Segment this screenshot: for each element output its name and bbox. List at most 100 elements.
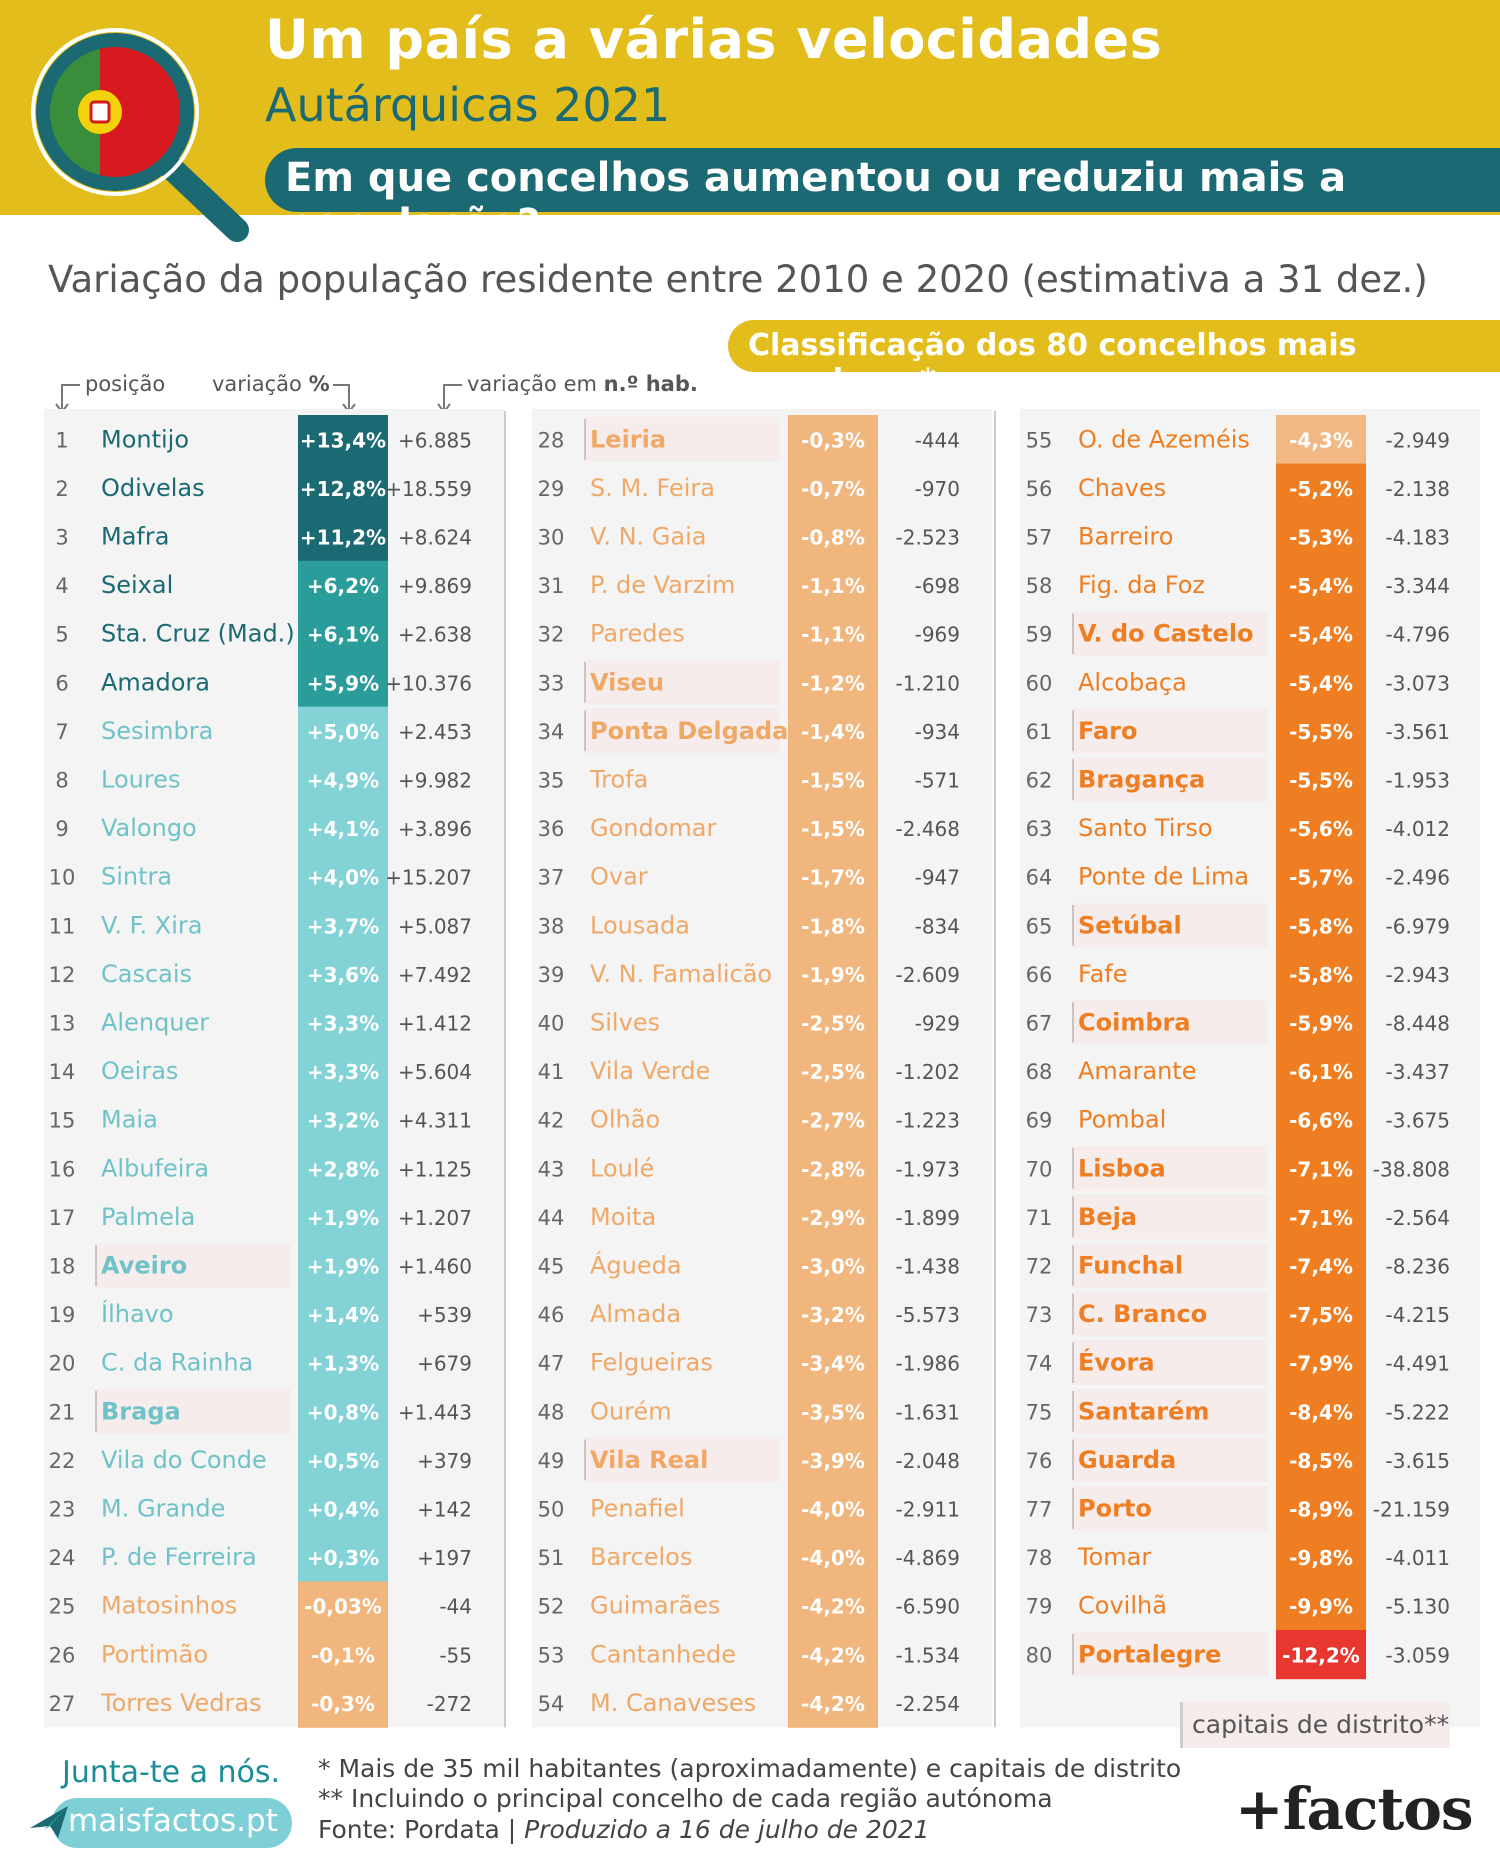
- pct-cell: [788, 706, 878, 756]
- concelho-name: Albufeira: [101, 1154, 209, 1182]
- concelho-name: Maia: [101, 1106, 158, 1134]
- rank-label: 6: [55, 671, 68, 695]
- pct-cell: [1276, 1630, 1366, 1680]
- abs-label: -1.210: [896, 671, 960, 695]
- rank-label: 69: [1026, 1109, 1053, 1133]
- site-link[interactable]: [52, 1798, 292, 1848]
- abs-label: -6.590: [896, 1595, 960, 1619]
- pct-cell: [298, 1678, 388, 1728]
- pct-cell: [788, 901, 878, 951]
- concelho-name: Ponte de Lima: [1078, 863, 1249, 891]
- pct-cell: [298, 1289, 388, 1339]
- pct-label: -5,6%: [1289, 817, 1353, 841]
- rank-label: 16: [49, 1157, 76, 1181]
- abs-label: -2.254: [896, 1692, 960, 1716]
- concelho-name: Sta. Cruz (Mad.): [101, 620, 295, 648]
- pct-label: -6,6%: [1289, 1109, 1353, 1133]
- pct-cell: [298, 1095, 388, 1145]
- concelho-name: Guimarães: [590, 1592, 720, 1620]
- pct-label: +2,8%: [307, 1157, 379, 1181]
- abs-label: -1.223: [896, 1109, 960, 1133]
- concelho-name: Palmela: [101, 1203, 195, 1231]
- concelho-name: Cantanhede: [590, 1640, 736, 1668]
- concelho-name: Vila Real: [590, 1446, 708, 1474]
- abs-label: -2.943: [1386, 963, 1450, 987]
- pct-cell: [298, 1144, 388, 1194]
- pct-label: +5,0%: [307, 720, 379, 744]
- concelho-name: Ovar: [590, 863, 648, 891]
- rank-label: 44: [538, 1206, 565, 1230]
- pct-label: -5,3%: [1289, 526, 1353, 550]
- pct-label: -3,9%: [801, 1449, 865, 1473]
- pct-cell: [298, 415, 388, 465]
- abs-label: +9.982: [398, 769, 472, 793]
- rank-label: 33: [538, 671, 565, 695]
- pct-cell: [298, 1338, 388, 1388]
- pct-cell: [1276, 949, 1366, 999]
- abs-label: -3.561: [1386, 720, 1450, 744]
- concelho-name: Alcobaça: [1078, 668, 1187, 696]
- pct-cell: [298, 949, 388, 999]
- pct-label: -1,9%: [801, 963, 865, 987]
- concelho-name: Valongo: [101, 814, 197, 842]
- pct-label: +3,2%: [307, 1109, 379, 1133]
- pct-label: +4,1%: [307, 817, 379, 841]
- abs-label: -8.236: [1386, 1255, 1450, 1279]
- pct-cell: [788, 1387, 878, 1437]
- concelho-name: Viseu: [590, 668, 664, 696]
- concelho-name: Fig. da Foz: [1078, 571, 1205, 599]
- rank-label: 41: [538, 1060, 565, 1084]
- rank-label: 68: [1026, 1060, 1053, 1084]
- abs-label: +7.492: [398, 963, 472, 987]
- pct-label: -5,8%: [1289, 914, 1353, 938]
- concelho-name: Alenquer: [101, 1009, 209, 1037]
- pct-label: -8,9%: [1289, 1498, 1353, 1522]
- pct-label: -8,5%: [1289, 1449, 1353, 1473]
- pct-cell: [298, 1241, 388, 1291]
- concelho-name: Seixal: [101, 571, 173, 599]
- pct-cell: [788, 998, 878, 1048]
- join-text: Junta-te a nós.: [62, 1755, 281, 1790]
- pct-label: -7,1%: [1289, 1206, 1353, 1230]
- rank-label: 71: [1026, 1206, 1053, 1230]
- pct-cell: [788, 1192, 878, 1242]
- abs-label: -444: [915, 428, 960, 452]
- rank-label: 58: [1026, 574, 1053, 598]
- column-header-pct: variação %: [212, 372, 330, 396]
- abs-label: -1.534: [896, 1643, 960, 1667]
- pct-cell: [298, 1581, 388, 1631]
- pct-label: -1,4%: [801, 720, 865, 744]
- pct-label: +4,0%: [307, 866, 379, 890]
- pct-label: -1,1%: [801, 623, 865, 647]
- capital-highlight: [1072, 1632, 1268, 1677]
- pct-cell: [298, 1387, 388, 1437]
- ranking-table: 1 Montijo +13,4% +6.885 2 Odivelas +12,8% +18.5…: [44, 409, 1480, 1728]
- rank-label: 28: [538, 428, 565, 452]
- pct-label: -3,4%: [801, 1352, 865, 1376]
- ranking-label: Classificação dos 80 concelhos mais popu…: [748, 328, 1357, 398]
- capital-highlight: [1072, 1243, 1268, 1288]
- rank-label: 51: [538, 1546, 565, 1570]
- pct-label: -9,9%: [1289, 1595, 1353, 1619]
- rank-label: 1: [55, 428, 68, 452]
- rank-label: 40: [538, 1012, 565, 1036]
- rank-label: 63: [1026, 817, 1053, 841]
- rank-label: 46: [538, 1303, 565, 1327]
- concelho-name: O. de Azeméis: [1078, 425, 1250, 453]
- pct-label: -2,8%: [801, 1157, 865, 1181]
- brand-logo: +factos: [1235, 1775, 1474, 1843]
- pct-label: +6,1%: [307, 623, 379, 647]
- abs-label: -272: [427, 1692, 472, 1716]
- footnote-2: ** Incluindo o principal concelho de cad…: [318, 1784, 1053, 1813]
- pct-label: +0,8%: [307, 1400, 379, 1424]
- abs-label: -1.631: [896, 1400, 960, 1424]
- column-header-pct-label: variação: [212, 372, 302, 396]
- capital-highlight: [1072, 1146, 1268, 1191]
- pct-label: +1,9%: [307, 1206, 379, 1230]
- site-link-label[interactable]: maisfactos.pt: [68, 1803, 278, 1839]
- pct-cell: [298, 1192, 388, 1242]
- pct-cell: [788, 1241, 878, 1291]
- rank-label: 55: [1026, 428, 1053, 452]
- pct-cell: [788, 1144, 878, 1194]
- pct-cell: [1276, 1387, 1366, 1437]
